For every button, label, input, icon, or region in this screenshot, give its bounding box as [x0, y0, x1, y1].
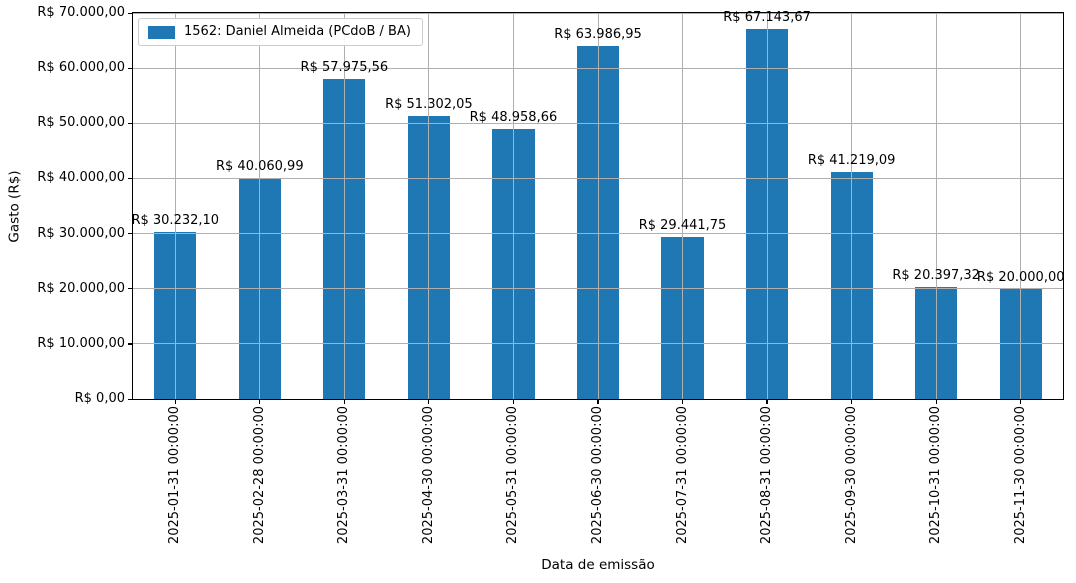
legend-color-swatch	[148, 25, 175, 39]
x-tick-label: 2025-05-31 00:00:00	[505, 406, 521, 545]
bar-value-label: R$ 57.975,56	[300, 60, 389, 76]
x-tick-label: 2025-06-30 00:00:00	[590, 406, 605, 545]
x-tick-mark	[343, 399, 345, 404]
x-gridline	[851, 13, 853, 399]
y-tick-label: R$ 0,00	[74, 391, 125, 406]
x-gridline	[343, 13, 345, 399]
y-tick-label: R$ 50.000,00	[37, 115, 125, 131]
x-tick-mark	[174, 399, 176, 404]
x-tick-label: 2025-11-30 00:00:00	[1012, 406, 1028, 545]
legend: 1562: Daniel Almeida (PCdoB / BA)	[138, 18, 423, 46]
bar-value-label: R$ 30.232,10	[131, 213, 220, 229]
x-gridline	[174, 13, 176, 399]
x-tick-mark	[428, 399, 430, 404]
x-tick-label: 2025-10-31 00:00:00	[928, 406, 944, 545]
x-tick-label: 2025-07-31 00:00:00	[674, 406, 690, 545]
x-axis-title: Data de emissão	[541, 557, 655, 573]
x-tick-mark	[681, 399, 684, 404]
bar-value-label: R$ 51.302,05	[385, 97, 473, 113]
y-tick-label: R$ 30.000,00	[37, 225, 125, 241]
y-axis-title: Gasto (R$)	[6, 170, 23, 243]
x-tick-mark	[851, 399, 853, 404]
x-gridline	[597, 13, 599, 399]
bar-value-label: R$ 20.000,00	[976, 269, 1065, 285]
y-tick-mark	[128, 177, 133, 180]
x-gridline	[428, 13, 430, 399]
bar-value-label: R$ 67.143,67	[723, 9, 811, 25]
y-tick-mark	[128, 288, 133, 290]
x-tick-label: 2025-08-31 00:00:00	[759, 406, 775, 545]
y-tick-label: R$ 40.000,00	[37, 170, 125, 186]
bar-value-label: R$ 48.958,66	[469, 110, 558, 126]
x-gridline	[259, 13, 261, 399]
bar-value-label: R$ 40.060,99	[216, 159, 304, 175]
x-gridline	[935, 13, 937, 399]
x-tick-label: 2025-01-31 00:00:00	[167, 406, 183, 545]
x-tick-mark	[935, 399, 937, 404]
y-tick-label: R$ 20.000,00	[37, 280, 125, 296]
x-tick-mark	[597, 399, 599, 404]
x-tick-label: 2025-02-28 00:00:00	[251, 406, 267, 545]
y-tick-mark	[128, 233, 133, 235]
x-tick-label: 2025-09-30 00:00:00	[843, 406, 859, 545]
x-tick-mark	[259, 399, 261, 404]
x-gridline	[1020, 13, 1022, 399]
y-tick-mark	[128, 67, 133, 69]
x-gridline	[512, 13, 514, 399]
x-gridline	[682, 13, 684, 399]
bar-value-label: R$ 41.219,09	[807, 152, 896, 168]
x-gridline	[766, 13, 768, 399]
x-tick-mark	[766, 399, 768, 404]
x-tick-mark	[512, 399, 515, 404]
x-tick-label: 2025-03-31 00:00:00	[336, 406, 352, 545]
bar-value-label: R$ 29.441,75	[638, 217, 727, 233]
y-tick-label: R$ 60.000,00	[37, 60, 125, 76]
bar-value-label: R$ 20.397,32	[892, 267, 980, 283]
legend-label: 1562: Daniel Almeida (PCdoB / BA)	[184, 24, 411, 39]
y-tick-mark	[128, 12, 133, 14]
x-tick-label: 2025-04-30 00:00:00	[420, 406, 436, 545]
y-tick-label: R$ 70.000,00	[37, 5, 125, 20]
y-tick-label: R$ 10.000,00	[37, 335, 125, 351]
y-tick-mark	[128, 122, 133, 124]
bar-value-label: R$ 63.986,95	[554, 27, 642, 43]
y-tick-mark	[128, 343, 133, 345]
y-tick-mark	[128, 398, 133, 400]
x-tick-mark	[1020, 399, 1022, 404]
